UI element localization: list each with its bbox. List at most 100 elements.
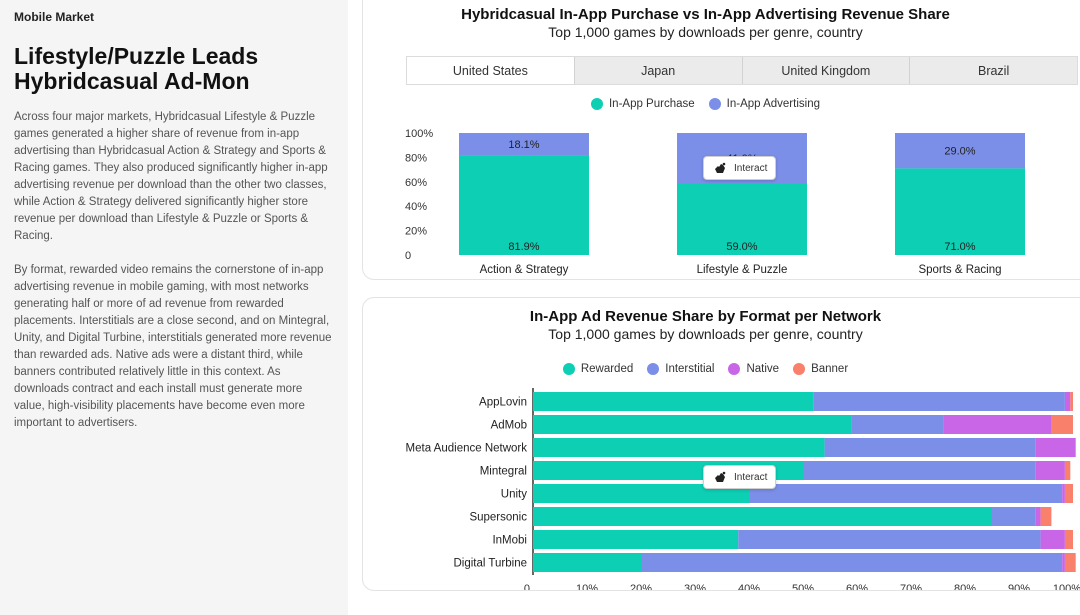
bar-segment[interactable] bbox=[749, 484, 1063, 503]
x-tick-label: 10% bbox=[576, 583, 598, 591]
tab-japan[interactable]: Japan bbox=[575, 57, 743, 84]
bar-segment[interactable] bbox=[533, 553, 641, 572]
bar-segment[interactable] bbox=[1035, 461, 1065, 480]
y-tick-label: AppLovin bbox=[479, 397, 527, 409]
interact-button[interactable]: Interact bbox=[703, 465, 777, 489]
chart2-legend: Rewarded Interstitial Native Banner bbox=[363, 363, 1048, 375]
y-tick-label: Supersonic bbox=[469, 512, 527, 524]
bar-segment[interactable] bbox=[1040, 530, 1065, 549]
x-tick-label: 50% bbox=[792, 583, 814, 591]
y-tick-label: Digital Turbine bbox=[453, 558, 527, 570]
x-tick-label: 30% bbox=[684, 583, 706, 591]
bar-segment[interactable] bbox=[813, 392, 1065, 411]
interact-button[interactable]: Interact bbox=[703, 156, 777, 180]
bar-segment[interactable] bbox=[895, 133, 1025, 169]
stacked-bar-chart: AppLovin AdMob Meta Audience Network Minteg… bbox=[406, 388, 1080, 591]
tab-brazil[interactable]: Brazil bbox=[977, 63, 1010, 78]
bar-segment[interactable] bbox=[1051, 415, 1073, 434]
x-tick-label: Action & Strategy bbox=[480, 264, 569, 276]
bar-segment[interactable] bbox=[1064, 484, 1073, 503]
page-title: Lifestyle/Puzzle Leads Hybridcasual Ad-M… bbox=[14, 43, 259, 94]
legend-label: Rewarded bbox=[580, 363, 634, 375]
bar-segment[interactable] bbox=[1070, 392, 1073, 411]
legend-swatch-icon bbox=[793, 363, 806, 375]
hand-pointer-icon bbox=[715, 471, 726, 482]
bar-segment[interactable] bbox=[803, 461, 1036, 480]
bar-segment[interactable] bbox=[533, 415, 852, 434]
bar-segment[interactable] bbox=[1064, 530, 1073, 549]
legend-native[interactable]: Native bbox=[728, 363, 779, 375]
y-tick-label: 80% bbox=[405, 152, 427, 164]
tab-united-kingdom[interactable]: United Kingdom bbox=[743, 57, 911, 84]
legend-label: Native bbox=[746, 363, 780, 375]
bar-segment[interactable] bbox=[1064, 392, 1071, 411]
description-paragraph-1: Across four major markets, Hybridcasual … bbox=[14, 111, 328, 242]
legend-swatch-icon bbox=[728, 363, 741, 375]
chart2-title: In-App Ad Revenue Share by Format per Ne… bbox=[529, 308, 882, 325]
bar-segment[interactable] bbox=[641, 553, 1063, 572]
x-tick-label: 0 bbox=[524, 583, 530, 591]
bar-segment[interactable] bbox=[533, 392, 814, 411]
tab-united-states[interactable]: United States bbox=[407, 57, 575, 84]
y-tick-label: 20% bbox=[405, 226, 427, 238]
country-tabs: United States Japan United Kingdom Brazi… bbox=[406, 56, 1078, 85]
bar-segment[interactable] bbox=[1064, 461, 1071, 480]
legend-rewarded[interactable]: Rewarded bbox=[562, 363, 634, 375]
bar-segment[interactable] bbox=[1062, 484, 1065, 503]
bar-segment[interactable] bbox=[851, 415, 944, 434]
data-label: 81.9% bbox=[508, 241, 539, 253]
y-tick-label: Unity bbox=[501, 489, 527, 501]
y-tick-label: 60% bbox=[405, 177, 427, 189]
bar-segment[interactable] bbox=[1064, 553, 1076, 572]
bar-segment[interactable] bbox=[459, 133, 589, 156]
bar-segment[interactable] bbox=[533, 530, 739, 549]
bar-segment[interactable] bbox=[1062, 553, 1065, 572]
legend-banner[interactable]: Banner bbox=[793, 363, 848, 375]
x-tick-label: 20% bbox=[630, 583, 652, 591]
legend-label: In-App Purchase bbox=[608, 98, 695, 110]
chart1-subtitle: Top 1,000 games by downloads per genre, … bbox=[548, 24, 863, 40]
y-tick-label: AdMob bbox=[491, 420, 527, 432]
bar-segment[interactable] bbox=[895, 168, 1025, 255]
bar-segment[interactable] bbox=[824, 438, 1036, 457]
legend-interstitial[interactable]: Interstitial bbox=[647, 363, 714, 375]
y-tick-label: 100% bbox=[405, 128, 433, 140]
x-tick-label: 70% bbox=[900, 583, 922, 591]
bar-segment[interactable] bbox=[533, 484, 749, 503]
legend-label: In-App Advertising bbox=[726, 98, 820, 110]
bar-segment[interactable] bbox=[533, 507, 992, 526]
bar-segment[interactable] bbox=[1035, 438, 1076, 457]
eyebrow-label: Mobile Market bbox=[14, 10, 95, 24]
legend-label: Interstitial bbox=[665, 363, 715, 375]
data-label: 59.0% bbox=[726, 241, 757, 253]
legend-swatch-icon bbox=[708, 98, 721, 110]
interact-label: Interact bbox=[734, 162, 768, 174]
legend-swatch-icon bbox=[647, 363, 660, 375]
bar-segment[interactable] bbox=[533, 438, 825, 457]
chart1-title: Hybridcasual In-App Purchase vs In-App A… bbox=[461, 6, 950, 23]
y-tick-label: 40% bbox=[405, 201, 427, 213]
legend-in-app-advertising[interactable]: In-App Advertising bbox=[708, 98, 820, 110]
y-tick-label: InMobi bbox=[492, 535, 527, 547]
legend-label: Banner bbox=[811, 363, 849, 375]
y-tick-label: 0 bbox=[405, 250, 411, 262]
bar-segment[interactable] bbox=[943, 415, 1052, 434]
bar-segment[interactable] bbox=[738, 530, 1041, 549]
legend-in-app-purchase[interactable]: In-App Purchase bbox=[590, 98, 695, 110]
bar-segment[interactable] bbox=[992, 507, 1036, 526]
bar-segment[interactable] bbox=[1040, 507, 1052, 526]
bar-segment[interactable] bbox=[1035, 507, 1041, 526]
hand-pointer-icon bbox=[715, 162, 726, 173]
x-tick-label: 100% bbox=[1053, 583, 1080, 591]
y-tick-label: Mintegral bbox=[480, 466, 527, 478]
bar-segment[interactable] bbox=[677, 183, 807, 255]
y-tick-label: Meta Audience Network bbox=[406, 443, 528, 455]
data-label: 71.0% bbox=[944, 241, 975, 253]
description-paragraph-2: By format, rewarded video remains the co… bbox=[14, 264, 332, 429]
chart1-legend: In-App Purchase In-App Advertising bbox=[363, 98, 1048, 110]
sidebar-panel: Mobile Market Lifestyle/Puzzle Leads Hyb… bbox=[0, 0, 348, 615]
stacked-column-chart: 0 20% 40% 60% 80% 100% 81.9% 18.1% Action & Stra… bbox=[405, 128, 1025, 276]
legend-swatch-icon bbox=[562, 363, 575, 375]
chart2-subtitle: Top 1,000 games by downloads per genre, … bbox=[548, 326, 863, 342]
bar-segment[interactable] bbox=[459, 155, 589, 255]
